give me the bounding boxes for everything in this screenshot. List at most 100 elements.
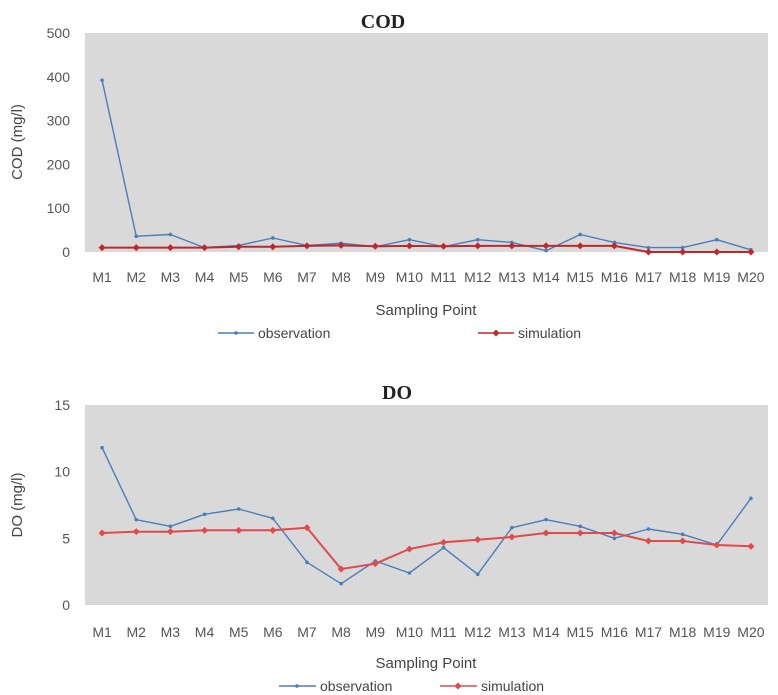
do-x-ticks: M1 M2 M3 M4 M5 M6 M7 M8 M9 M10 M11 M12 M13 M14 M15 M16 M…	[92, 624, 764, 640]
cod-x-tick-label: M20	[737, 269, 764, 285]
cod-observation-point	[714, 237, 719, 242]
cod-x-ticks: M1 M2 M3 M4 M5 M6 M7 M8 M9 M10 M11 M12 M13 M14 M15 M16 M…	[92, 269, 764, 285]
cod-x-tick-label: M13	[498, 269, 525, 285]
cod-observation-point	[680, 245, 685, 250]
cod-simulation-point	[679, 248, 687, 256]
cod-simulation-point	[132, 244, 140, 252]
do-simulation-point	[440, 538, 448, 546]
cod-chart: COD COD (mg/l) Sampling Point 0 100 200 300…	[9, 11, 768, 341]
cod-x-tick-label: M18	[669, 269, 696, 285]
cod-simulation-point	[440, 242, 448, 250]
cod-y-tick-label: 200	[47, 156, 71, 172]
cod-x-tick-label: M3	[161, 269, 181, 285]
do-x-tick-label: M8	[331, 624, 351, 640]
legend-item-simulation: simulation	[440, 678, 544, 694]
cod-series	[98, 78, 755, 256]
do-observation-point	[646, 527, 651, 531]
do-simulation-point	[201, 526, 209, 534]
cod-x-tick-label: M4	[195, 269, 215, 285]
do-observation-point	[100, 445, 104, 450]
cod-simulation-point	[713, 248, 721, 256]
cod-simulation-point	[269, 243, 277, 251]
cod-simulation-point	[405, 242, 413, 250]
do-observation-point	[202, 512, 207, 517]
legend-item-observation: observation	[279, 678, 392, 694]
do-simulation-point	[166, 528, 174, 536]
legend-label-observation: observation	[258, 325, 330, 341]
legend-label-simulation: simulation	[518, 325, 581, 341]
legend-item-observation: observation	[218, 325, 330, 341]
cod-simulation-point	[542, 242, 550, 250]
do-x-tick-label: M7	[297, 624, 317, 640]
do-y-tick-label: 10	[54, 464, 70, 480]
do-observation-point	[510, 525, 514, 530]
cod-simulation-point	[371, 242, 379, 250]
cod-x-tick-label: M5	[229, 269, 249, 285]
do-x-tick-label: M18	[669, 624, 696, 640]
cod-simulation-point	[474, 242, 482, 250]
do-x-tick-label: M4	[195, 624, 215, 640]
do-x-tick-label: M10	[396, 624, 423, 640]
do-y-tick-label: 5	[62, 530, 70, 546]
cod-simulation-point	[235, 243, 243, 251]
do-simulation-point	[576, 529, 584, 537]
do-plot-area	[85, 405, 768, 605]
do-x-tick-label: M15	[567, 624, 594, 640]
do-observation-point	[339, 581, 343, 586]
cod-observation-point	[475, 237, 480, 242]
do-observation-point	[271, 516, 275, 521]
cod-simulation-point	[201, 244, 209, 252]
do-simulation-point	[132, 528, 140, 536]
cod-simulation-point	[337, 241, 345, 249]
legend-label-simulation: simulation	[481, 678, 544, 694]
do-chart-title: DO	[382, 382, 412, 404]
do-observation-point	[134, 517, 139, 522]
do-y-axis-label: DO (mg/l)	[9, 473, 26, 538]
cod-x-tick-label: M12	[464, 269, 491, 285]
do-simulation-point	[98, 529, 106, 537]
do-x-tick-label: M17	[635, 624, 662, 640]
cod-y-tick-label: 400	[47, 69, 71, 85]
cod-simulation-point	[610, 242, 618, 250]
cod-simulation-point	[166, 244, 174, 252]
do-x-tick-label: M9	[366, 624, 386, 640]
cod-x-tick-label: M19	[703, 269, 730, 285]
cod-simulation-point	[508, 242, 516, 250]
do-simulation-point	[508, 533, 516, 541]
do-observation-point	[441, 545, 446, 550]
cod-observation-point	[168, 232, 173, 237]
cod-observation-point	[612, 240, 617, 245]
do-observation-point	[305, 560, 309, 565]
do-y-tick-label: 0	[62, 597, 70, 613]
do-simulation-point	[269, 526, 277, 534]
cod-x-tick-label: M6	[263, 269, 283, 285]
do-observation-point	[612, 536, 617, 541]
do-y-ticks: 0 5 10 15	[54, 397, 70, 613]
do-x-tick-label: M14	[532, 624, 559, 640]
do-simulation-point	[610, 529, 618, 537]
do-simulation-point	[644, 537, 652, 545]
cod-x-tick-label: M8	[331, 269, 351, 285]
cod-observation-point	[407, 237, 412, 242]
do-observation-point	[578, 524, 582, 529]
do-x-tick-label: M3	[161, 624, 181, 640]
do-simulation-point	[405, 545, 413, 553]
do-series	[98, 445, 755, 586]
do-y-tick-label: 15	[54, 397, 70, 413]
do-simulation-point	[679, 537, 687, 545]
cod-observation-point	[271, 236, 275, 240]
cod-observation-point	[134, 234, 139, 239]
cod-simulation-point	[98, 244, 106, 252]
do-simulation-point	[542, 529, 550, 537]
do-x-tick-label: M2	[126, 624, 146, 640]
cod-observation-point	[100, 78, 104, 83]
do-observation-line	[101, 447, 752, 585]
cod-x-tick-label: M15	[567, 269, 594, 285]
legend-item-simulation: simulation	[478, 325, 581, 341]
do-simulation-point	[371, 560, 379, 568]
cod-x-tick-label: M10	[396, 269, 423, 285]
cod-simulation-point	[303, 242, 311, 250]
do-simulation-line	[102, 526, 751, 570]
cod-observation-point	[578, 232, 582, 237]
